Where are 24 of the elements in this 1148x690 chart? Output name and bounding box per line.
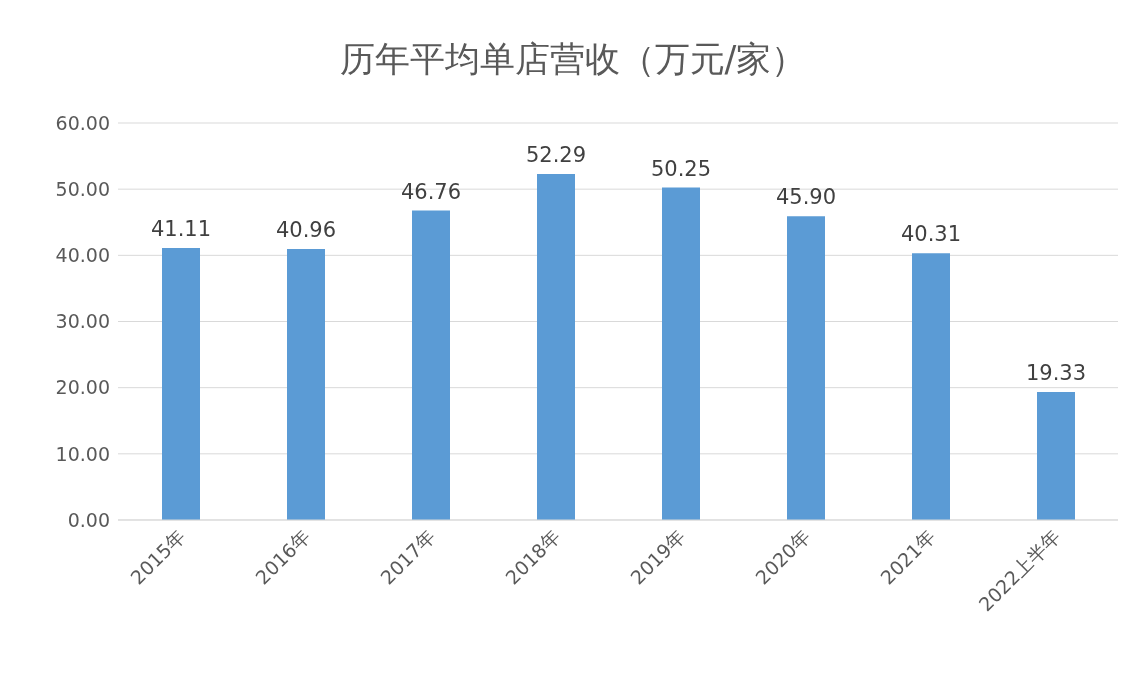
bar [537, 174, 575, 520]
bar [912, 253, 950, 520]
bar [662, 187, 700, 520]
data-label: 19.33 [1025, 361, 1087, 386]
y-tick-label: 60.00 [55, 111, 110, 134]
bar [1037, 392, 1075, 520]
y-tick-label: 50.00 [55, 177, 110, 200]
data-label: 40.96 [275, 217, 337, 242]
bar [162, 247, 200, 520]
chart-title: 历年平均单店营收（万元/家） [338, 38, 808, 81]
y-tick-label: 10.00 [55, 442, 110, 465]
bar [287, 248, 325, 520]
data-label: 46.76 [400, 179, 462, 204]
data-label: 52.29 [525, 143, 587, 168]
y-tick-label: 20.00 [55, 376, 110, 399]
bar [787, 216, 825, 520]
bar [412, 210, 450, 520]
data-label: 50.25 [650, 156, 712, 181]
data-label: 45.90 [775, 185, 837, 210]
y-tick-label: 40.00 [55, 244, 110, 267]
y-tick-label: 30.00 [55, 310, 110, 333]
y-tick-label: 0.00 [67, 508, 110, 531]
data-label: 41.11 [150, 216, 212, 241]
data-label: 40.31 [900, 222, 962, 247]
